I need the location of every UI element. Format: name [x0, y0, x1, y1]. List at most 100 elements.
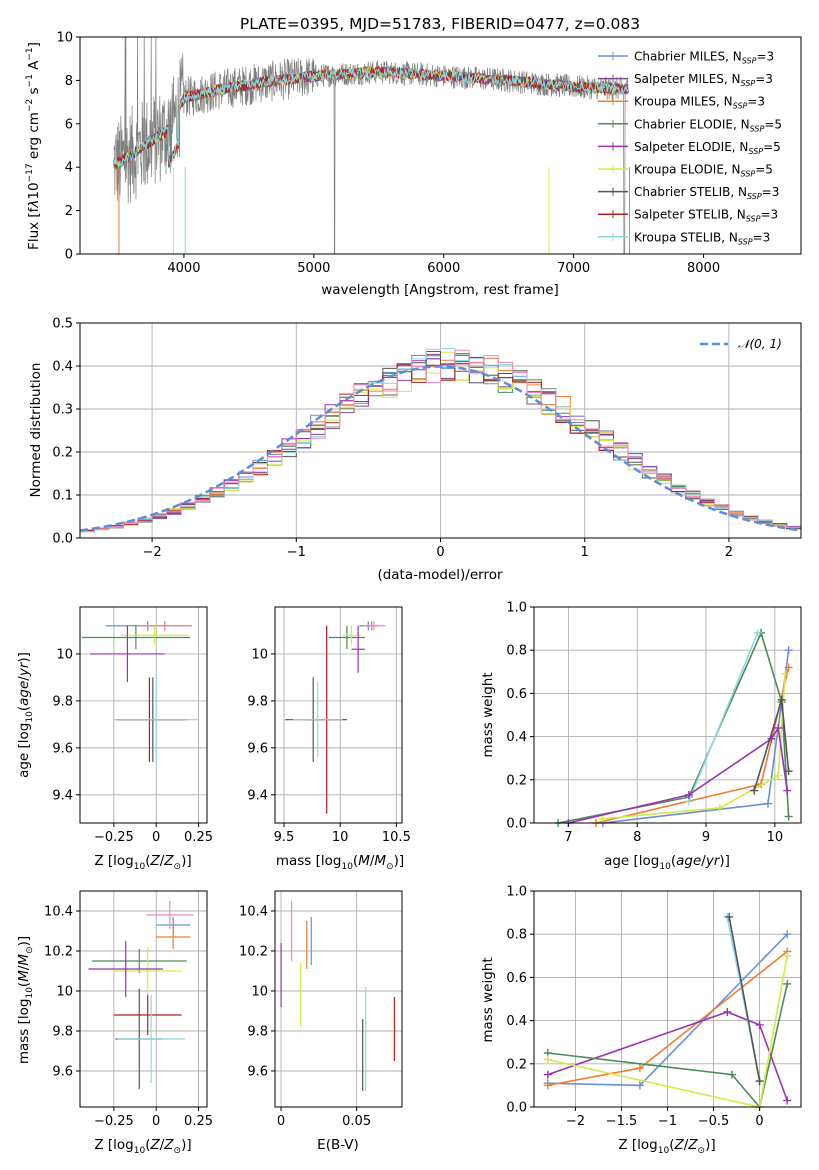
weight-point-marker	[753, 628, 762, 637]
weight-point-marker	[783, 786, 792, 795]
weight-point-marker	[774, 723, 783, 732]
y-tick-label: 9.8	[52, 1025, 73, 1040]
spectrum-lines	[113, 37, 631, 254]
observed-spectrum-line	[113, 37, 629, 254]
x-tick-label: −2	[566, 1114, 585, 1129]
legend-label: Kroupa STELIB, NSSP=3	[634, 230, 770, 246]
y-tick-label: 9.8	[247, 694, 268, 709]
weight-series-line	[688, 632, 759, 802]
y-tick-label: 10	[56, 647, 73, 662]
x-tick-label: 7000	[557, 261, 590, 276]
y-tick-label: 0.6	[506, 687, 527, 702]
errorbar-point	[113, 995, 182, 1035]
mass-vs-z-y-label: mass [log10(M/M⊙)]	[16, 936, 35, 1064]
legend-label: Chabrier MILES, NSSP=3	[634, 50, 774, 66]
normal-curve-line	[80, 365, 801, 532]
y-tick-label: 10	[251, 647, 268, 662]
residuals-panel: −2 −1 0 1 2 0.0 0.1 0.2 0.3 0.4 0.5 𝒩(0, 1) (data-…	[28, 317, 802, 583]
errorbar-point	[362, 621, 386, 631]
errorbar-point	[90, 625, 165, 683]
weight-vs-z-y-label: mass weight	[480, 957, 496, 1042]
weight-point-marker	[763, 799, 772, 808]
figure-title: PLATE=0395, MJD=51783, FIBERID=0477, z=0…	[240, 15, 640, 33]
y-tick-label: 0.4	[52, 360, 73, 375]
x-tick-label: 0.25	[184, 830, 213, 845]
weight-point-marker	[715, 803, 724, 812]
weight-series-line	[547, 1011, 788, 1101]
y-tick-label: 0.0	[506, 1101, 527, 1116]
x-tick-label: 0	[152, 830, 160, 845]
x-tick-label: 10	[332, 830, 349, 845]
x-tick-label: −0.25	[94, 1114, 134, 1129]
residuals-clip-group	[80, 348, 801, 534]
errorbar-point	[88, 941, 163, 997]
weight-vs-z-lines	[543, 912, 792, 1111]
weight-point-marker	[725, 912, 734, 921]
model-spectrum-line	[113, 65, 629, 169]
y-tick-label: 0.5	[52, 317, 73, 332]
x-tick-label: −0.25	[94, 830, 134, 845]
weight-vs-z-panel: −2 −1.5 −1 −0.5 0 0.0 0.2 0.4 0.6 0.8 1.0 Z [log10…	[480, 885, 802, 1156]
y-tick-label: 10.2	[239, 945, 268, 960]
spectrum-y-label: Flux [fλ10−17 erg cm−2 s−1 A−1]	[25, 42, 42, 250]
y-tick-label: 0	[65, 248, 73, 263]
x-tick-label: 0.25	[184, 1114, 213, 1129]
errorbar-point	[351, 625, 365, 673]
weight-series-line	[547, 983, 788, 1109]
weight-point-marker	[635, 1081, 644, 1090]
y-tick-label: 0.1	[52, 489, 73, 504]
x-tick-label: 10.5	[382, 830, 411, 845]
y-tick-label: 9.4	[247, 788, 268, 803]
age-vs-z-frame	[79, 606, 208, 824]
weight-point-marker	[543, 1081, 552, 1090]
mass-vs-ebv-x-label: E(B-V)	[317, 1137, 359, 1153]
spectrum-clip-group	[113, 37, 631, 254]
spectrum-legend: Chabrier MILES, NSSP=3 Salpeter MILES, NS…	[598, 50, 782, 246]
mass-vs-ebv-panel: 0 0.05 9.6 9.8 10 10.2 10.4 E(B-V)	[239, 890, 403, 1153]
errorbar-point	[113, 947, 182, 995]
weight-vs-age-panel: 7 8 9 10 0.0 0.2 0.4 0.6 0.8 1.0 age [log10(age/y…	[480, 601, 802, 872]
x-tick-label: 0	[152, 1114, 160, 1129]
weight-series-line	[568, 725, 788, 824]
y-tick-label: 8	[65, 74, 73, 89]
legend-label: Kroupa MILES, NSSP=3	[634, 95, 765, 111]
y-tick-label: 9.6	[52, 741, 73, 756]
y-tick-label: 10.4	[44, 905, 73, 920]
errorbar-point	[117, 995, 185, 1083]
mass-vs-ebv-frame	[274, 890, 403, 1108]
weight-point-marker	[784, 767, 793, 776]
y-tick-label: 0.0	[52, 532, 73, 547]
legend-label: Chabrier STELIB, NSSP=3	[634, 185, 779, 201]
legend-label: Kroupa ELODIE, NSSP=5	[634, 163, 773, 179]
residuals-y-label: Normed distribution	[28, 363, 44, 498]
weight-vs-age-y-label: mass weight	[480, 672, 496, 757]
weight-point-marker	[684, 790, 693, 799]
weight-point-marker	[723, 1007, 732, 1016]
x-tick-label: 4000	[167, 261, 200, 276]
y-tick-label: 9.6	[52, 1065, 73, 1080]
y-tick-label: 10	[56, 985, 73, 1000]
y-tick-label: 0.0	[506, 817, 527, 832]
x-tick-label: 6000	[427, 261, 460, 276]
x-tick-label: 0	[277, 1114, 285, 1129]
x-tick-label: −1.5	[606, 1114, 638, 1129]
spectrum-frame	[79, 36, 802, 255]
x-tick-label: 0.05	[342, 1114, 371, 1129]
x-tick-label: 1	[581, 545, 589, 560]
legend-label: Salpeter ELODIE, NSSP=5	[634, 140, 781, 156]
weight-series-line	[728, 916, 761, 1082]
legend-label: Chabrier ELODIE, NSSP=5	[634, 117, 782, 133]
mass-vs-z-x-label: Z [log10(Z/Z⊙)]	[94, 1137, 191, 1156]
legend-label: Salpeter STELIB, NSSP=3	[634, 208, 778, 224]
x-tick-label: 0	[755, 1114, 763, 1129]
x-tick-label: 10	[767, 830, 784, 845]
weight-lines-group	[543, 912, 792, 1111]
errorbar-point	[146, 901, 194, 929]
weight-point-marker	[781, 669, 790, 678]
weight-point-marker	[784, 663, 793, 672]
residual-histogram	[80, 349, 801, 534]
x-tick-label: 8	[633, 830, 641, 845]
x-tick-label: −1	[658, 1114, 677, 1129]
weight-point-marker	[783, 930, 792, 939]
